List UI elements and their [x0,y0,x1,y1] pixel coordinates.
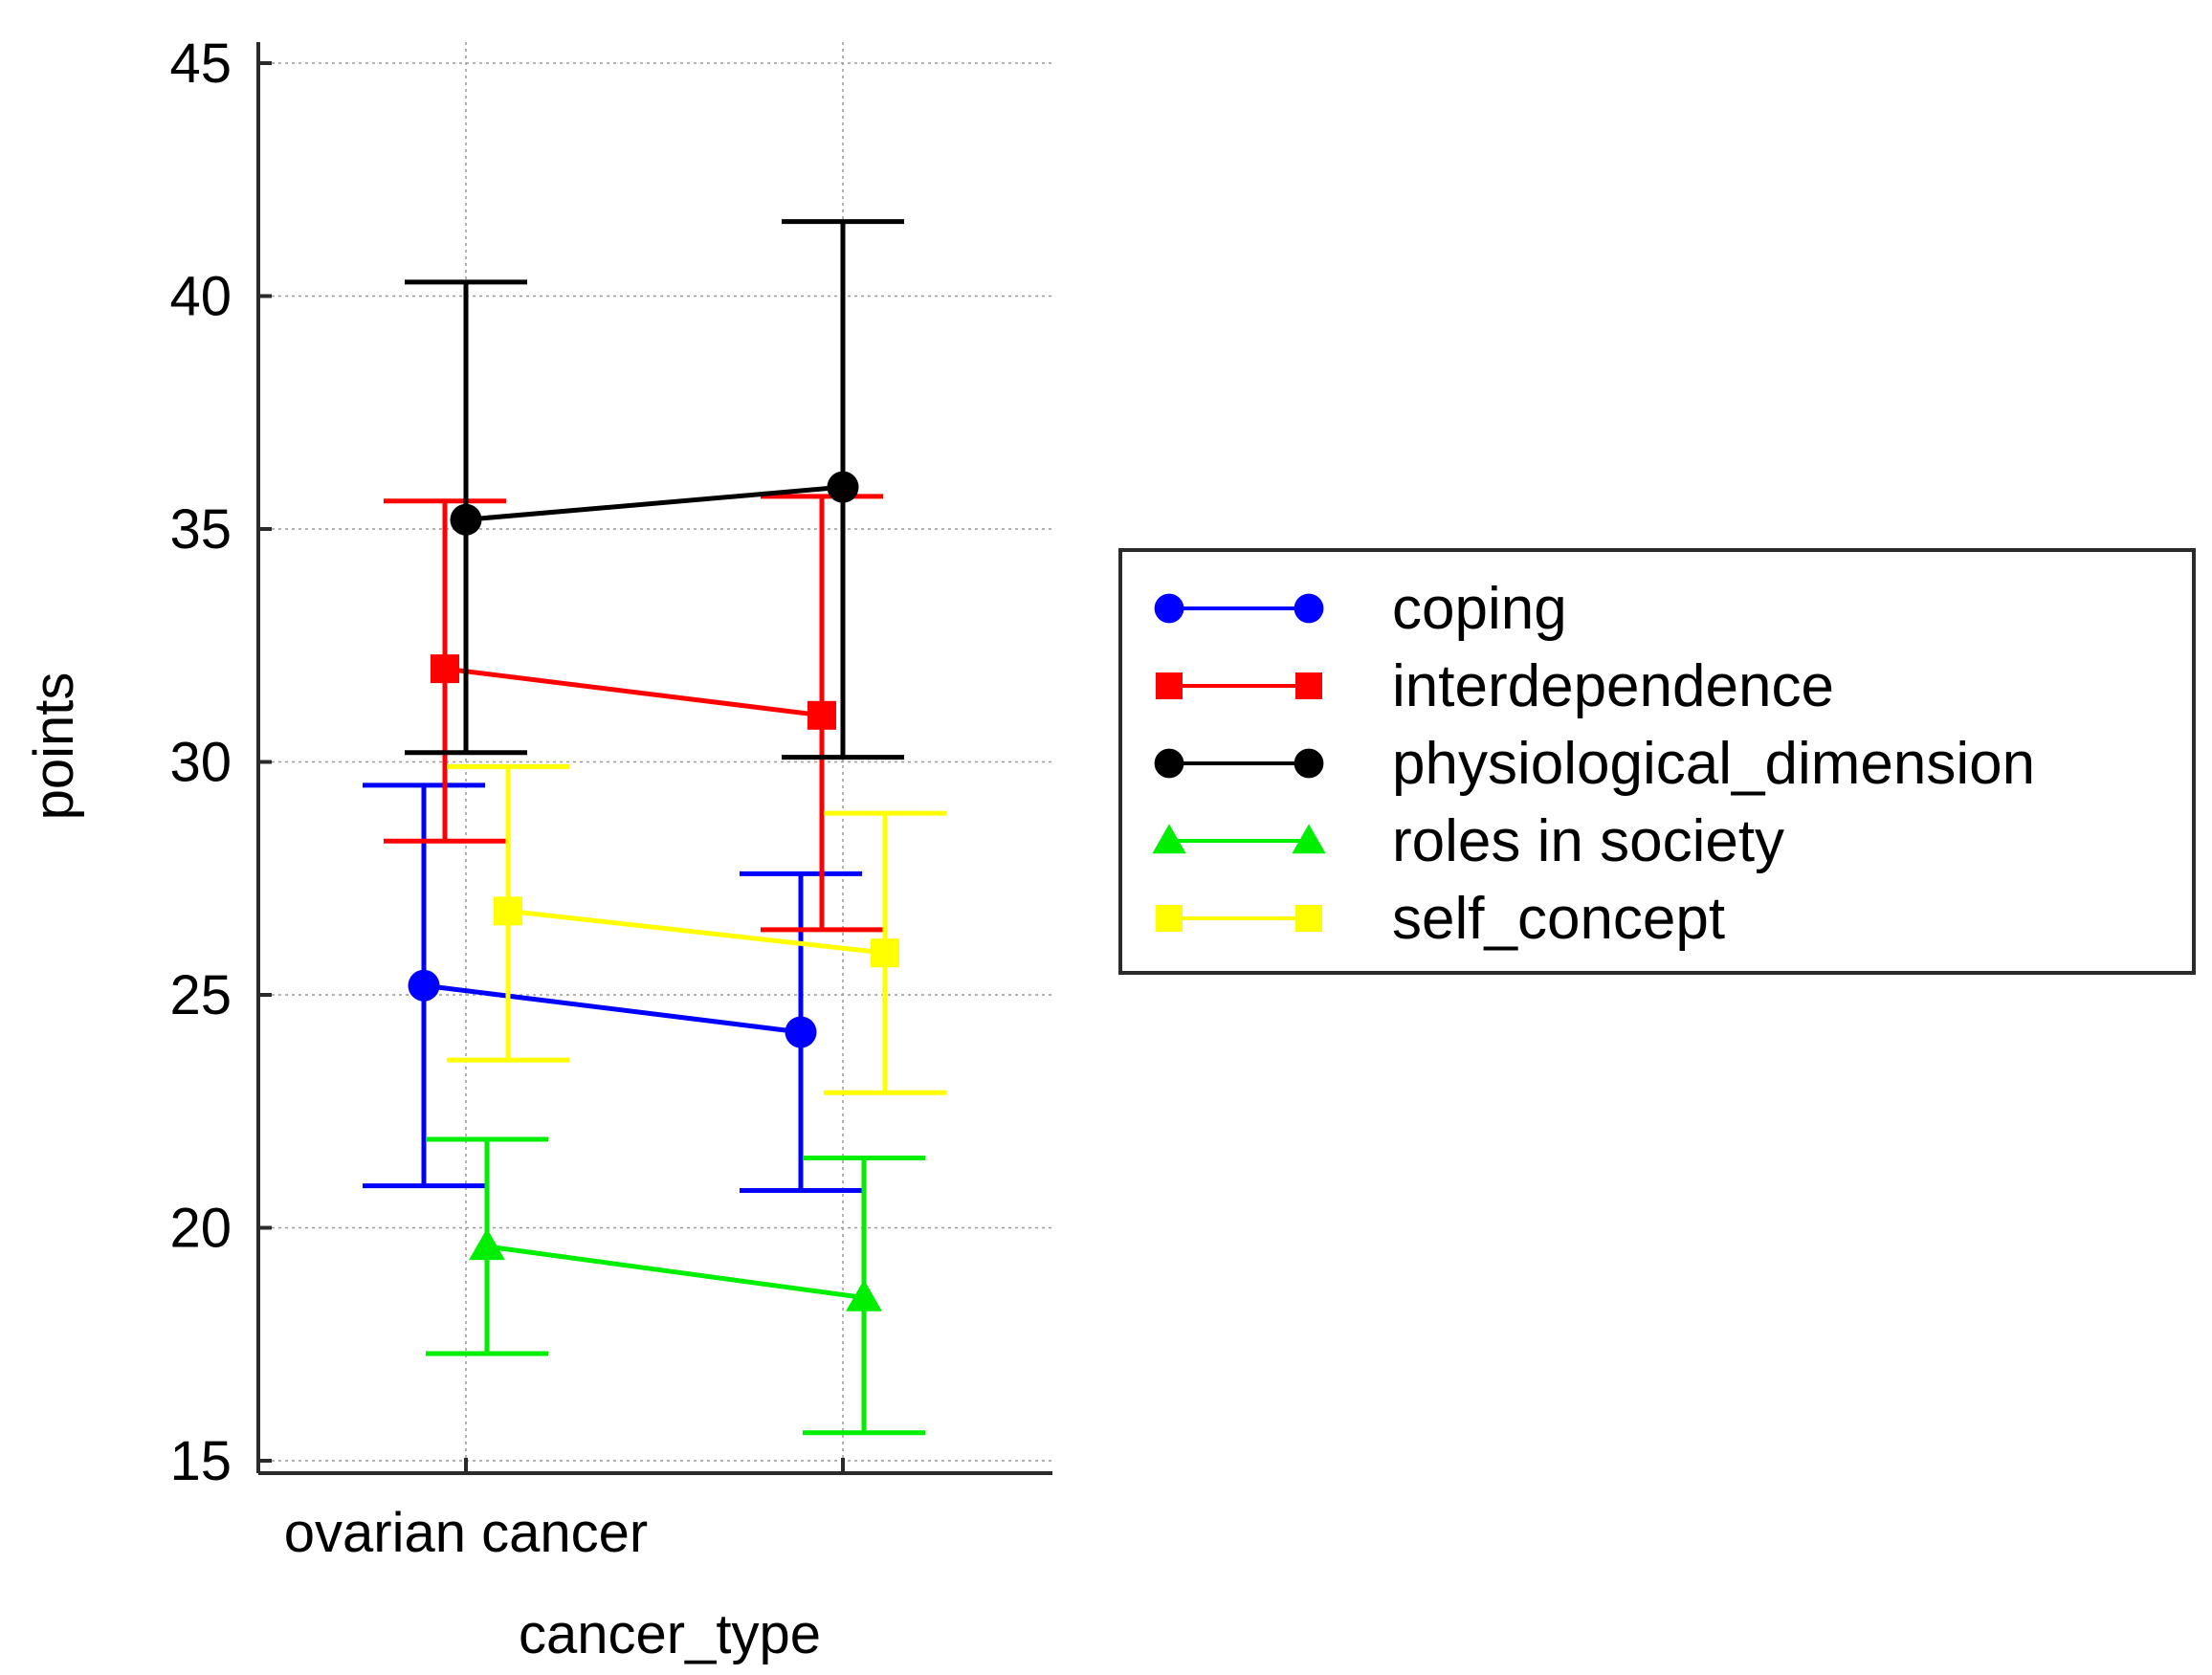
legend-marker [1156,905,1183,932]
data-point [827,471,859,503]
legend-label: coping [1392,576,1567,642]
legend-marker [1154,748,1184,779]
legend-marker [1294,593,1324,624]
legend-marker [1295,672,1322,699]
y-tick-label: 40 [169,266,232,328]
grid [258,42,1052,1473]
legend-label: roles in society [1392,808,1784,874]
series-line [465,484,844,522]
legend-marker [1292,824,1326,854]
y-tick-label: 15 [169,1430,232,1492]
legend-marker [1154,593,1184,624]
data-point [469,1228,505,1261]
legend-marker [1152,824,1186,854]
y-tick-label: 20 [169,1198,232,1260]
legend-marker [1156,672,1183,699]
data-point [431,654,459,684]
legend-entry: self_concept [1156,886,1725,952]
legend-entry: interdependence [1156,653,1834,719]
y-tick-label: 35 [169,498,232,561]
data-point [494,896,522,926]
legend-entry: roles in society [1152,808,1784,874]
series-interdependence [384,494,883,933]
data-point [785,1016,817,1048]
legend-entry: coping [1154,576,1567,642]
legend-marker [1294,748,1324,779]
x-tick-label: ovarian cancer [284,1502,648,1564]
series-self-concept [447,763,946,1095]
x-axis-title: cancer_type [519,1603,821,1665]
legend-label: self_concept [1392,886,1725,952]
legend-entry: physiological_dimension [1154,731,2035,797]
plot-area [363,219,946,1436]
series-line [486,1244,865,1301]
data-point [450,503,482,536]
data-point [807,700,836,730]
series-line [423,982,802,1035]
data-point [408,969,440,1002]
y-tick-label: 45 [169,33,232,95]
legend-label: interdependence [1392,653,1834,719]
y-tick-label: 30 [169,732,232,794]
y-axis-title: points [23,672,85,821]
legend: coping interdependence physiological_dimen… [1118,548,2196,975]
legend-label: physiological_dimension [1392,731,2035,797]
y-tick-label: 25 [169,964,232,1026]
series-roles-in-society [426,1136,925,1436]
series-line [444,666,823,718]
data-point [871,938,899,968]
tick-labels: 15 20 25 30 35 40 45 ovarian cancer [169,33,648,1564]
series-physiological-dimension [405,219,904,760]
series-line [507,908,886,956]
series-coping [363,782,862,1194]
legend-marker [1295,905,1322,932]
axes [256,42,1052,1475]
data-point [846,1279,882,1311]
